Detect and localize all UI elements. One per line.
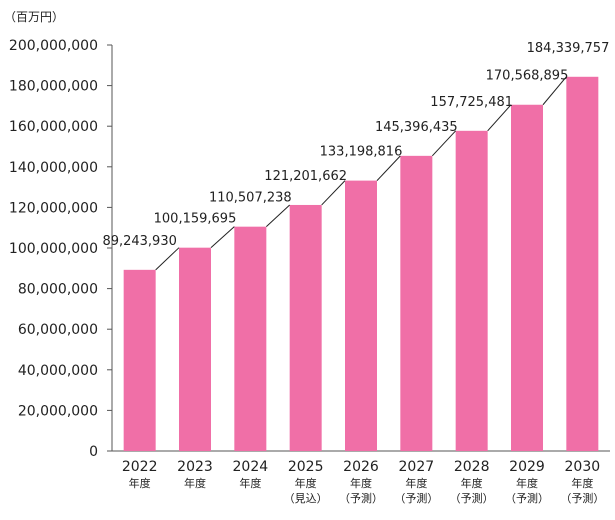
y-tick-label: 140,000,000: [9, 160, 98, 176]
x-label-fiscal: 年度: [184, 476, 206, 490]
data-label: 170,568,895: [486, 69, 569, 84]
y-axis-unit-label: （百万円）: [4, 10, 64, 24]
x-label-year: 2030: [565, 459, 601, 475]
x-label-status: （予測）: [505, 491, 549, 505]
x-label-status: （予測）: [339, 491, 383, 505]
data-label: 157,725,481: [430, 95, 513, 110]
x-label-year: 2028: [454, 459, 490, 475]
x-label-year: 2025: [288, 459, 324, 475]
bar-2026: [345, 180, 377, 452]
connector-line: [210, 226, 235, 249]
connector-line: [376, 155, 401, 181]
x-label-fiscal: 年度: [129, 476, 151, 490]
y-tick-label: 20,000,000: [18, 403, 98, 419]
x-label-fiscal: 年度: [350, 476, 372, 490]
y-tick-label: 0: [89, 444, 98, 460]
bar-2024: [234, 226, 267, 451]
y-tick-label: 180,000,000: [9, 79, 98, 95]
x-label-year: 2022: [122, 459, 158, 475]
data-label: 110,507,238: [209, 191, 292, 206]
data-label: 145,396,435: [375, 120, 458, 135]
x-label-status: （予測）: [560, 491, 604, 505]
bar-2027: [400, 155, 433, 452]
connector-line: [265, 204, 291, 228]
x-label-fiscal: 年度: [405, 476, 427, 490]
connector-lines: [155, 76, 567, 271]
data-label: 89,243,930: [102, 234, 176, 249]
data-label: 133,198,816: [320, 145, 403, 160]
x-label-status: （見込）: [284, 492, 328, 505]
bar-2023: [179, 247, 211, 451]
data-labels: 89,243,930 100,159,695 110,507,238 121,201,…: [102, 41, 609, 249]
y-tick-label: 80,000,000: [18, 282, 98, 298]
connector-line: [542, 76, 567, 106]
x-label-fiscal: 年度: [516, 476, 538, 490]
connector-line: [487, 104, 512, 132]
y-tick-label: 200,000,000: [9, 38, 98, 54]
y-tick-label: 100,000,000: [9, 241, 98, 257]
x-axis-labels: 2022年度2023年度2024年度2025年度（見込）2026年度（予測）20…: [122, 459, 604, 505]
bar-2030: [566, 76, 599, 452]
y-tick-label: 120,000,000: [9, 200, 98, 216]
connector-line: [431, 130, 457, 157]
data-label: 121,201,662: [264, 169, 347, 184]
data-label: 100,159,695: [154, 212, 237, 227]
bar-2022: [123, 269, 156, 451]
bar-series: [123, 76, 599, 452]
x-label-fiscal: 年度: [295, 476, 317, 490]
bar-2028: [455, 130, 488, 452]
x-label-year: 2029: [509, 459, 545, 475]
y-tick-label: 160,000,000: [9, 119, 98, 135]
x-label-fiscal: 年度: [239, 476, 261, 490]
x-label-fiscal: 年度: [461, 476, 483, 490]
connector-line: [321, 180, 346, 206]
connector-line: [155, 247, 180, 271]
x-label-year: 2026: [343, 459, 379, 475]
x-label-year: 2023: [177, 459, 213, 475]
y-tick-label: 40,000,000: [18, 363, 98, 379]
y-axis-ticks: 0 20,000,000 40,000,000 60,000,000 80,000,00…: [9, 38, 112, 460]
x-label-status: （予測）: [450, 491, 494, 505]
bar-2029: [511, 104, 543, 451]
x-label-year: 2027: [399, 459, 435, 475]
y-tick-label: 60,000,000: [18, 322, 98, 338]
x-label-status: （予測）: [394, 491, 438, 505]
x-label-year: 2024: [233, 459, 269, 475]
bar-2025: [289, 204, 322, 451]
x-label-fiscal: 年度: [571, 476, 593, 490]
data-label: 184,339,757: [527, 41, 610, 56]
